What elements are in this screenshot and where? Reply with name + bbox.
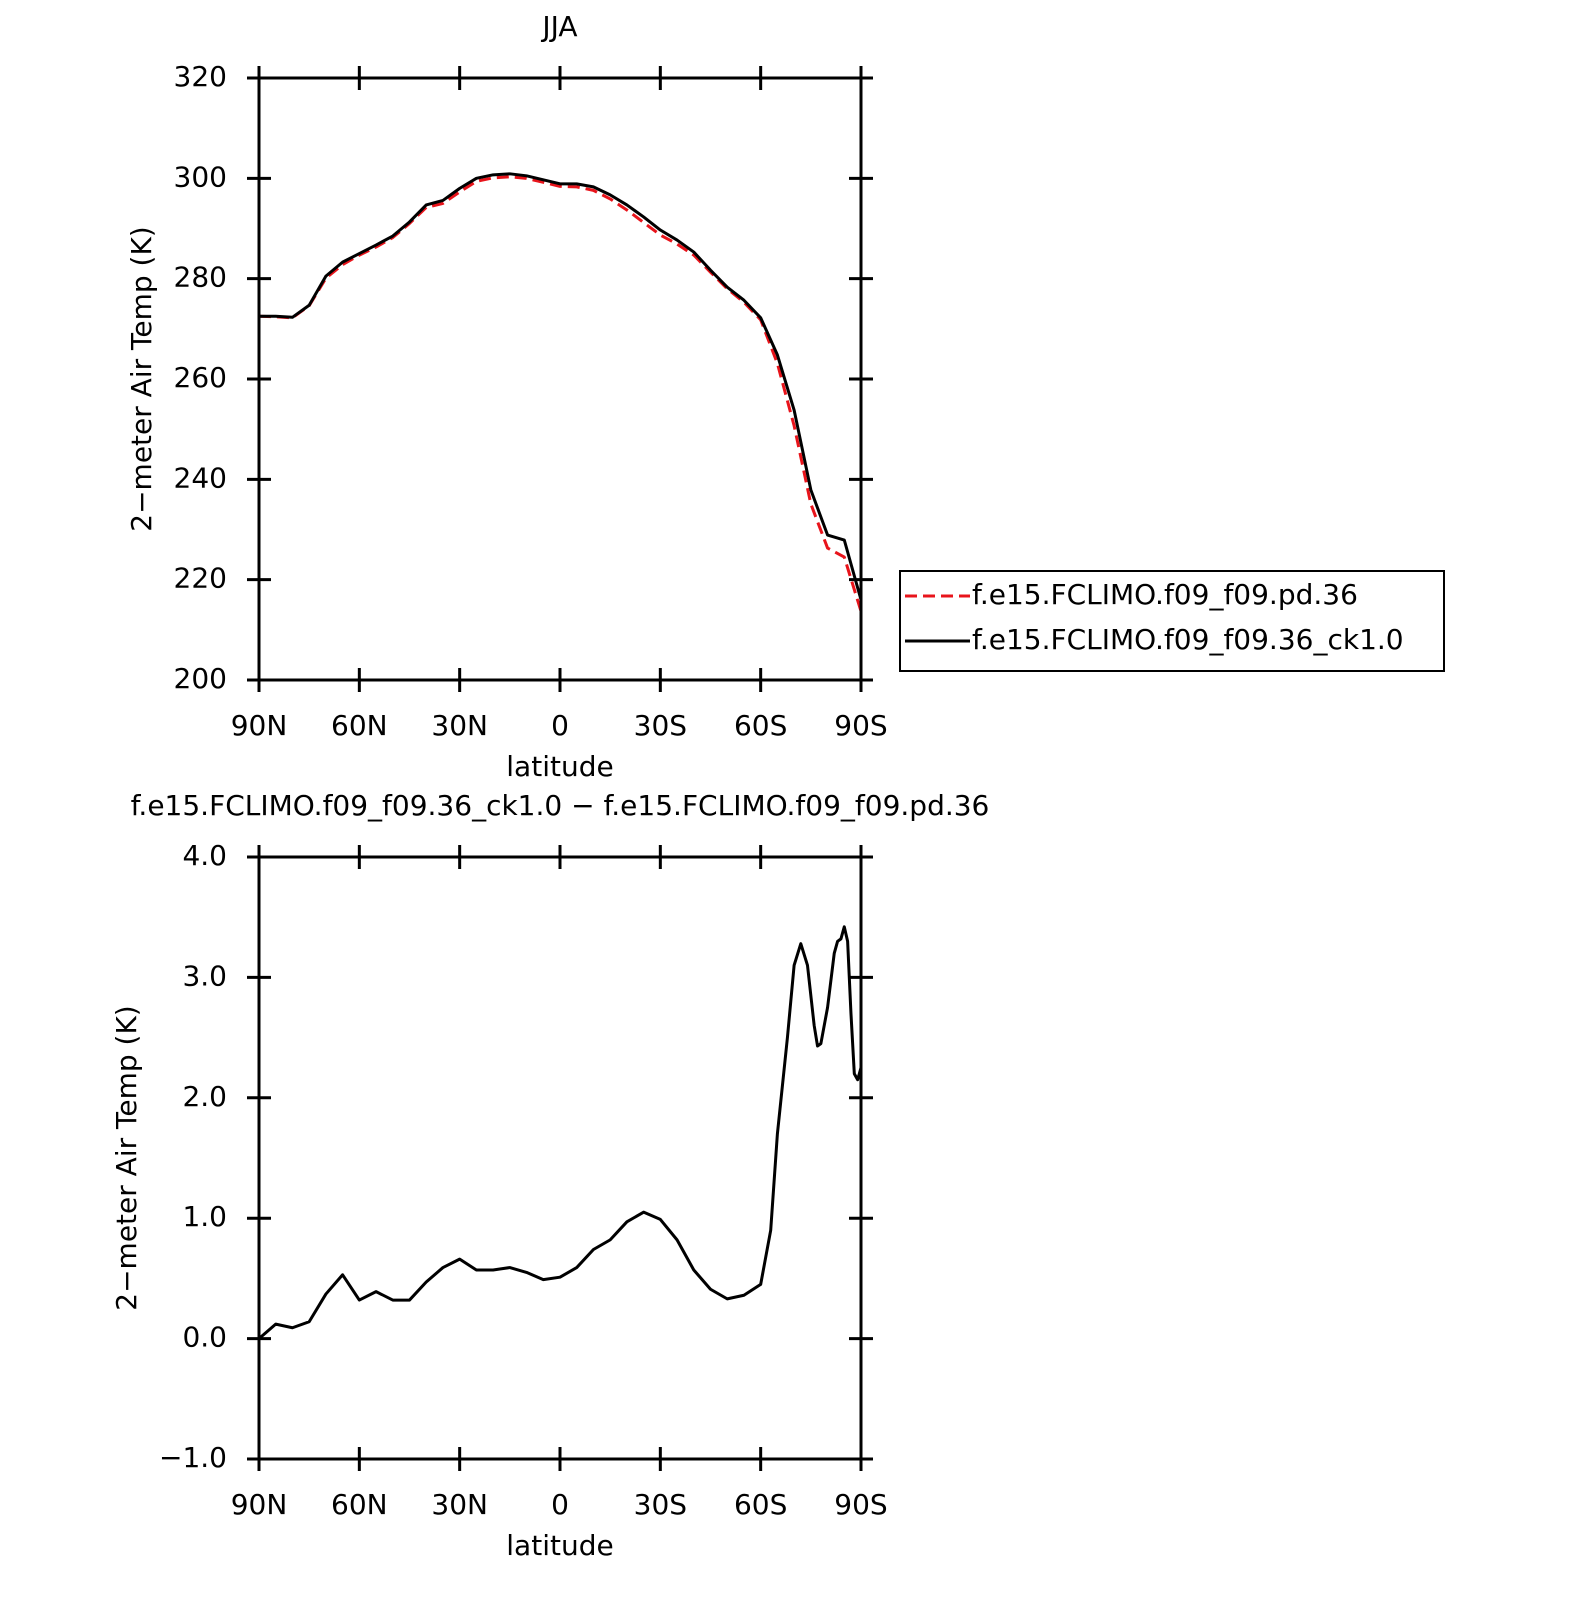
x-tick-label: 60N bbox=[331, 709, 388, 742]
chart-title: f.e15.FCLIMO.f09_f09.36_ck1.0 − f.e15.FC… bbox=[131, 789, 990, 822]
x-tick-label: 60S bbox=[734, 709, 787, 742]
x-tick-label: 90S bbox=[834, 1488, 887, 1521]
x-tick-label: 30S bbox=[634, 1488, 687, 1521]
chart-title: JJA bbox=[540, 10, 577, 43]
data-line bbox=[258, 175, 863, 612]
legend-label: f.e15.FCLIMO.f09_f09.36_ck1.0 bbox=[972, 623, 1404, 656]
x-tick-label: 30N bbox=[431, 1488, 488, 1521]
y-tick-label: 3.0 bbox=[182, 959, 227, 992]
y-tick-label: 320 bbox=[174, 60, 227, 93]
x-tick-label: 0 bbox=[551, 709, 569, 742]
x-tick-label: 60S bbox=[734, 1488, 787, 1521]
y-tick-label: −1.0 bbox=[159, 1441, 227, 1474]
y-tick-label: 200 bbox=[174, 662, 227, 695]
y-tick-label: 260 bbox=[174, 361, 227, 394]
y-tick-label: 300 bbox=[174, 160, 227, 193]
x-tick-label: 90N bbox=[231, 1488, 288, 1521]
x-axis-label: latitude bbox=[506, 1529, 613, 1562]
y-axis-label: 2−meter Air Temp (K) bbox=[125, 226, 158, 531]
x-tick-label: 90S bbox=[834, 709, 887, 742]
data-line bbox=[258, 925, 863, 1340]
x-tick-label: 90N bbox=[231, 709, 288, 742]
x-axis-label: latitude bbox=[506, 750, 613, 783]
x-tick-label: 30S bbox=[634, 709, 687, 742]
x-tick-label: 30N bbox=[431, 709, 488, 742]
y-tick-label: 1.0 bbox=[182, 1200, 227, 1233]
y-axis-label: 2−meter Air Temp (K) bbox=[110, 1005, 143, 1310]
y-tick-label: 280 bbox=[174, 261, 227, 294]
legend-box bbox=[899, 570, 1445, 672]
legend-label: f.e15.FCLIMO.f09_f09.pd.36 bbox=[972, 578, 1358, 611]
y-tick-label: 240 bbox=[174, 461, 227, 494]
y-tick-label: 220 bbox=[174, 562, 227, 595]
x-tick-label: 60N bbox=[331, 1488, 388, 1521]
y-tick-label: 0.0 bbox=[182, 1321, 227, 1354]
y-tick-label: 2.0 bbox=[182, 1080, 227, 1113]
plot-frame bbox=[257, 76, 863, 682]
data-line bbox=[259, 172, 863, 601]
y-tick-label: 4.0 bbox=[182, 839, 227, 872]
x-tick-label: 0 bbox=[551, 1488, 569, 1521]
plot-frame bbox=[257, 855, 863, 1461]
